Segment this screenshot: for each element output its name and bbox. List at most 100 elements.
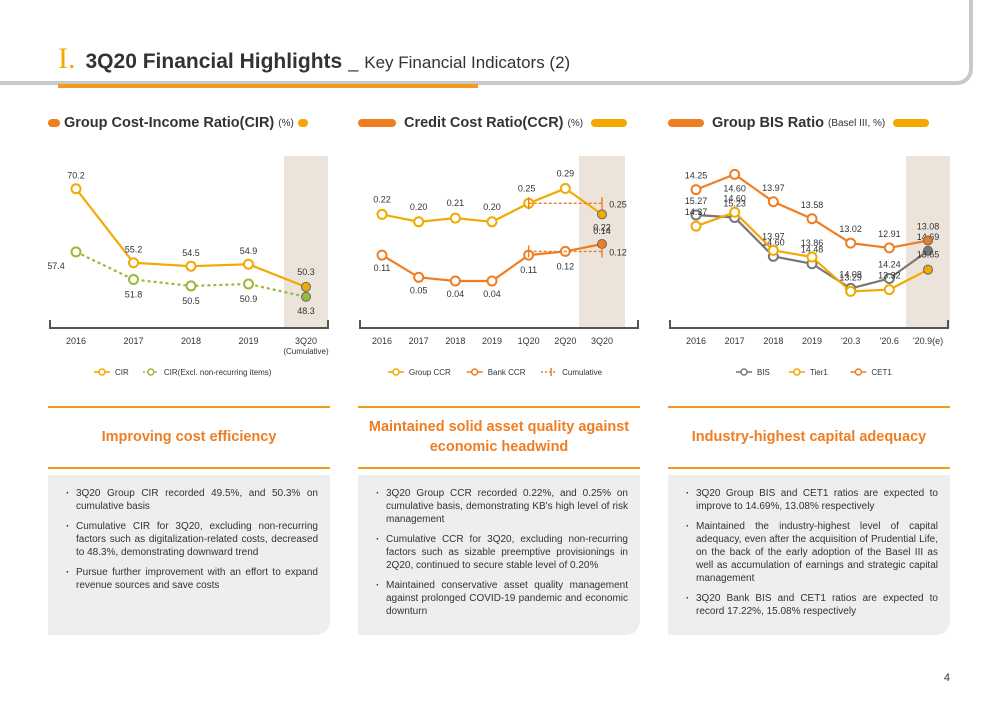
data-label: 0.04 [483, 289, 501, 299]
x-tick-label: 2019 [482, 336, 502, 346]
legend-marker [147, 368, 155, 376]
data-point [376, 249, 388, 261]
data-point [128, 274, 139, 286]
x-tick-label: '20.6 [880, 336, 899, 346]
data-label: 0.04 [447, 289, 465, 299]
data-label: 14.60 [723, 183, 746, 193]
data-label: 0.29 [557, 169, 575, 179]
panel-headline: Maintained solid asset quality against e… [368, 419, 630, 455]
bullet-item: 3Q20 Group BIS and CET1 ratios are expec… [686, 487, 938, 513]
data-label: 14.24 [878, 260, 901, 270]
headline-divider-top [668, 406, 950, 408]
legend-label: Cumulative [562, 368, 603, 377]
panel-title: Group BIS Ratio [712, 115, 824, 131]
title-separator: _ [348, 52, 359, 72]
data-point [883, 242, 895, 254]
cumulative-label: 0.25 [609, 199, 627, 209]
data-label: 48.3 [297, 306, 315, 316]
x-tick-label: 3Q20 [295, 336, 317, 346]
headline-divider-bottom [48, 467, 330, 469]
x-tick-label: 2017 [409, 336, 429, 346]
data-point [413, 216, 425, 228]
bullet-box: 3Q20 Group CCR recorded 0.22%, and 0.25%… [358, 475, 640, 635]
legend-marker [793, 368, 801, 376]
panel-cir: Group Cost-Income Ratio(CIR) (%) 2016 201… [47, 110, 330, 635]
x-tick-label: 2016 [372, 336, 392, 346]
data-label: 0.20 [483, 202, 501, 212]
data-label: 0.14 [593, 226, 611, 236]
x-tick-label: 2019 [802, 336, 822, 346]
bullet-item: Pursue further improvement with an effor… [66, 566, 318, 592]
panel-header: Credit Cost Ratio(CCR) (%) [358, 110, 640, 136]
data-point [923, 235, 933, 246]
x-tick-label: 2019 [238, 336, 258, 346]
headline-wrap: Industry-highest capital adequacy [668, 408, 950, 466]
highlight-band [284, 156, 328, 328]
page-header: I. 3Q20 Financial Highlights _ Key Finan… [58, 44, 570, 74]
data-label: 14.08 [839, 269, 862, 279]
pill-right [297, 119, 308, 127]
page-title: 3Q20 Financial Highlights [85, 50, 343, 73]
data-point [690, 184, 702, 196]
x-tick-label: '20.3 [841, 336, 860, 346]
legend-label: Tier1 [810, 368, 828, 377]
legend-marker [740, 368, 748, 376]
data-label: 54.5 [182, 248, 200, 258]
data-label: 13.32 [878, 271, 901, 281]
data-label: 15.23 [723, 198, 746, 208]
data-label: 14.25 [685, 171, 708, 181]
panel-unit: (Basel III, %) [827, 117, 886, 129]
data-label: 14.37 [685, 207, 708, 217]
data-point [128, 257, 139, 269]
x-tick-label: '20.9(e) [913, 336, 943, 346]
ccr-chart: 2016 2017 2018 2019 1Q20 2Q20 3Q20 0.22 0.20 0.21… [358, 150, 640, 390]
header-accent-line [58, 84, 478, 88]
x-tick-label: 2018 [763, 336, 783, 346]
bullet-item: Cumulative CCR for 3Q20, excluding non-r… [376, 533, 628, 572]
panel-bis: Group BIS Ratio (Basel III, %) 2016 2017 2… [668, 110, 950, 635]
headline-wrap: Improving cost efficiency [48, 408, 330, 466]
panel-header: Group BIS Ratio (Basel III, %) [668, 110, 950, 136]
ccr-chart-svg: 2016 2017 2018 2019 1Q20 2Q20 3Q20 0.22 0.20 0.21… [359, 156, 639, 377]
legend-label: Bank CCR [488, 368, 526, 377]
page-subtitle: Key Financial Indicators (2) [364, 53, 571, 72]
headline-divider-top [48, 406, 330, 408]
data-label: 54.9 [240, 246, 258, 256]
data-label: 57.4 [48, 261, 65, 271]
data-point [413, 271, 425, 283]
data-point [376, 208, 388, 220]
panel-ccr: Credit Cost Ratio(CCR) (%) 2016 2017 2018 2… [358, 110, 640, 635]
data-label: 50.3 [297, 267, 315, 277]
data-label: 15.27 [685, 196, 708, 206]
data-label: 0.05 [410, 285, 428, 295]
bis-chart: 2016 2017 2018 2019'20.3'20.6'20.9(e) 15.27 1… [668, 150, 950, 390]
data-point [185, 280, 197, 292]
data-point [767, 244, 779, 256]
data-label: 14.60 [723, 193, 746, 203]
headline-divider-top [358, 406, 640, 408]
series-line-cir [75, 188, 307, 288]
legend-label: CIR(Excl. non-recurring items) [164, 368, 272, 377]
pill-left [48, 119, 60, 127]
data-point [923, 264, 933, 275]
x-tick-label: 3Q20 [591, 336, 613, 346]
panel-headline: Improving cost efficiency [101, 429, 277, 445]
bullet-item: 3Q20 Group CCR recorded 0.22%, and 0.25%… [376, 487, 628, 526]
data-label: 14.60 [762, 237, 785, 247]
data-point [185, 260, 197, 272]
data-label: 50.5 [182, 296, 200, 306]
x-axis [49, 320, 329, 329]
x-tick-note: (Cumulative) [283, 347, 329, 356]
data-point [301, 281, 311, 292]
x-tick-label: 2Q20 [554, 336, 576, 346]
data-label: 0.25 [518, 183, 536, 193]
data-label: 0.21 [447, 198, 465, 208]
data-label: 13.29 [839, 272, 862, 282]
data-point [806, 213, 818, 225]
x-tick-label: 2017 [123, 336, 143, 346]
bis-chart-svg: 2016 2017 2018 2019'20.3'20.6'20.9(e)15.27 1… [669, 156, 950, 377]
legend-marker [470, 368, 479, 376]
data-label: 13.08 [917, 222, 940, 232]
data-label: 13.97 [762, 231, 785, 241]
data-point [486, 216, 498, 228]
